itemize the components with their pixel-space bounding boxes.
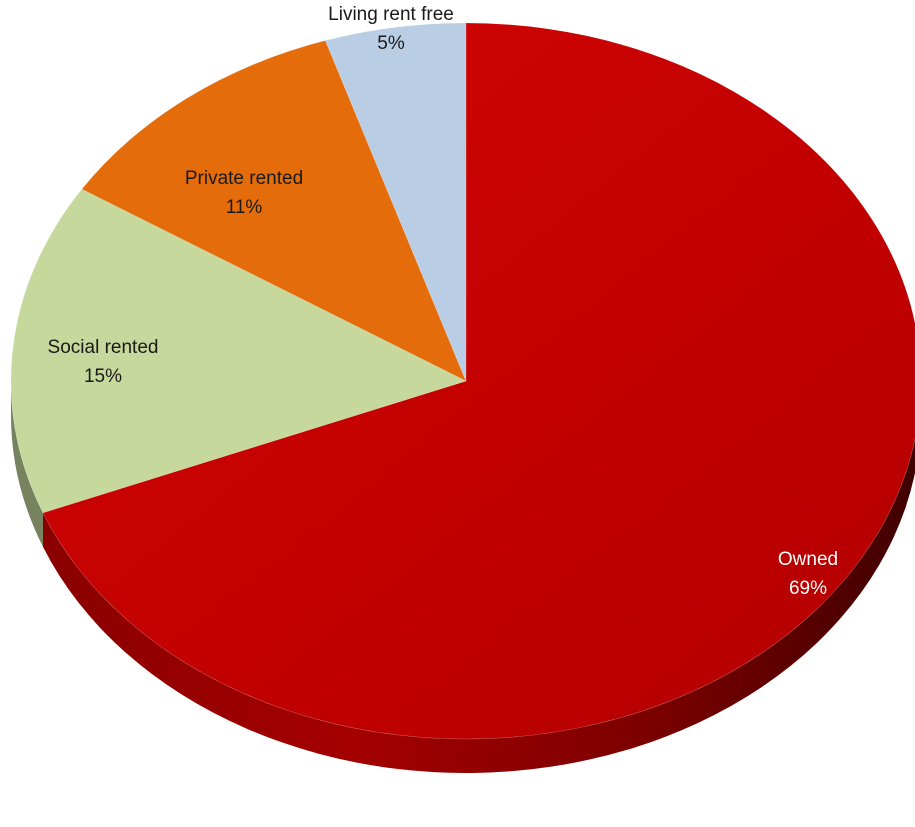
slice-label-percent: 5% [377, 33, 405, 54]
slice-label-owned: Owned 69% [778, 549, 838, 599]
slice-label-name: Social rented [48, 337, 159, 358]
pie-side-layer [11, 381, 915, 773]
slice-label-living-rent-free: Living rent free 5% [328, 4, 454, 54]
slice-label-private-rented: Private rented 11% [185, 168, 303, 218]
slice-label-name: Living rent free [328, 4, 454, 25]
pie-top-layer [10, 22, 915, 740]
pie-slice-private-rented [81, 40, 467, 382]
slice-label-percent: 15% [84, 366, 122, 387]
pie-side-social-rented [11, 381, 43, 547]
pie-label-layer: Owned 69% Social rented 15% Private rented 11… [48, 4, 839, 599]
slice-label-name: Private rented [185, 168, 303, 189]
slice-label-percent: 69% [789, 578, 827, 599]
pie-slice-social-rented [10, 188, 467, 514]
slice-label-percent: 11% [226, 197, 263, 218]
pie-slice-living-rent-free [324, 22, 467, 382]
pie-slice-owned [42, 22, 915, 740]
slice-label-name: Owned [778, 549, 838, 570]
slice-label-social-rented: Social rented 15% [48, 337, 159, 387]
